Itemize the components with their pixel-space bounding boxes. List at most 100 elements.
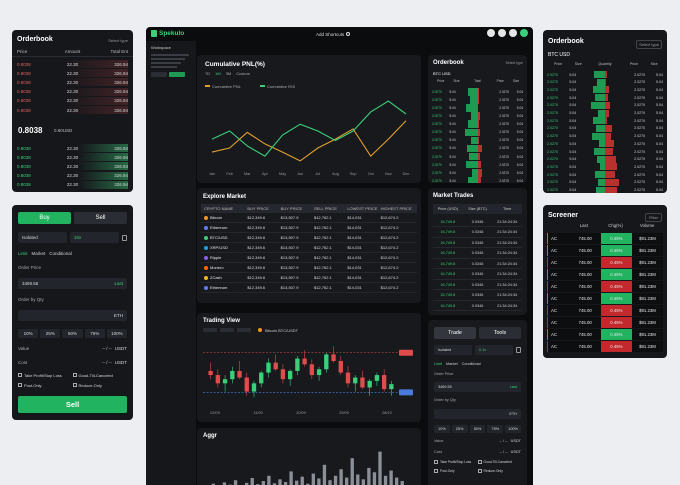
calculator-icon[interactable] <box>122 234 127 241</box>
option[interactable]: Take Profit/Stop Loss <box>18 373 73 378</box>
qty-input[interactable]: ETH <box>18 310 127 322</box>
leverage-select[interactable]: 10x <box>70 232 119 244</box>
checkbox[interactable] <box>434 468 438 473</box>
candle-body <box>316 369 322 376</box>
x-tick-label: Jun <box>297 172 303 176</box>
header-icon[interactable] <box>509 29 517 37</box>
market-row[interactable]: ZCash $12,349.6 $13,507.9 $12,762.1 $14,031 $… <box>201 273 417 283</box>
market-row[interactable]: Ripple $12,349.6 $13,507.9 $12,762.1 $14,031… <box>201 253 417 263</box>
checkbox[interactable] <box>18 383 22 388</box>
percent-button[interactable]: 100% <box>505 425 521 434</box>
checkbox[interactable] <box>18 373 22 378</box>
percent-button[interactable]: 50% <box>62 329 83 339</box>
ask-price: 2.0270 <box>634 118 646 123</box>
aggr-bar <box>289 471 293 485</box>
price-input[interactable]: 3469.55 Last <box>434 382 521 393</box>
submit-button[interactable]: Sell <box>18 395 127 413</box>
tab[interactable]: Buy <box>18 212 71 224</box>
tab[interactable]: Tools <box>479 327 521 339</box>
toolbar-dropdown[interactable] <box>220 328 234 332</box>
bid-size: 5.04 <box>569 126 577 131</box>
type-select: Select type <box>636 40 662 49</box>
column-title: Size <box>512 79 520 83</box>
order-type[interactable]: Market <box>446 361 458 366</box>
order-type[interactable]: Limit <box>18 251 28 257</box>
market-row[interactable]: Monero $12,349.6 $13,507.9 $12,762.1 $14,031… <box>201 263 417 273</box>
order-type[interactable]: Limit <box>434 361 443 366</box>
price-level-tag <box>399 349 413 356</box>
option[interactable]: Good-Till-Canceled <box>72 373 128 378</box>
ask-row: 0.8038 22.30 326.94 <box>17 106 128 114</box>
percent-button[interactable]: 50% <box>469 425 486 434</box>
bid-size: 5.04 <box>569 180 577 185</box>
column-title: Chg(%) <box>608 223 623 228</box>
margin-select[interactable]: Isolated <box>434 345 472 356</box>
cell: 326.94 <box>114 182 128 188</box>
candle-body <box>302 358 307 365</box>
orderbook-panel: Orderbook Select type BTC USD Price Size Quan… <box>543 30 667 193</box>
percent-button[interactable]: 100% <box>106 329 128 339</box>
margin-select[interactable]: Isolated <box>18 232 67 244</box>
bid-size: 5.04 <box>449 89 456 94</box>
percent-button[interactable]: 10% <box>434 425 450 434</box>
book-row: 2.0270 5.04 2.0270 5.04 <box>432 144 523 153</box>
depth-cell <box>587 101 623 109</box>
toolbar-dropdown[interactable] <box>203 328 217 332</box>
checkbox[interactable] <box>72 383 77 388</box>
price-input[interactable]: 3469.55 Last <box>18 277 127 289</box>
checkbox[interactable] <box>72 373 77 378</box>
range-tab[interactable]: 1M <box>215 71 221 76</box>
checkbox[interactable] <box>434 459 438 464</box>
percent-button[interactable]: 25% <box>451 425 468 434</box>
percent-button[interactable]: 75% <box>487 425 504 434</box>
calculator-icon[interactable] <box>516 347 521 354</box>
ask-row: 0.8038 22.30 326.94 <box>17 87 128 96</box>
option[interactable]: Post-Only <box>434 468 478 473</box>
option[interactable]: Good-Till-Canceled <box>477 459 522 464</box>
range-tab[interactable]: 3M <box>225 71 232 76</box>
order-type[interactable]: Conditional <box>461 361 481 366</box>
volume: $91.23M <box>639 308 656 313</box>
market-row[interactable]: BTC/USD $12,349.6 $13,507.9 $12,762.1 $14,03… <box>201 233 417 243</box>
option[interactable]: Take Profit/Stop Loss <box>434 459 478 464</box>
change: 0.45% <box>600 269 632 280</box>
header-icon[interactable] <box>520 29 528 37</box>
leverage-select[interactable]: 0.1x <box>475 345 513 356</box>
order-type[interactable]: Conditional <box>49 251 72 257</box>
market-row[interactable]: XRP/USD $12,349.6 $13,507.9 $12,762.1 $14,03… <box>201 243 417 253</box>
option[interactable]: Reduce-Only <box>72 383 128 388</box>
price-cell: $14,031 <box>347 285 362 290</box>
header-icon[interactable] <box>498 29 506 37</box>
price-cell: $12,349.6 <box>247 265 266 270</box>
trade-row: 16,749.8 0.0346 21:34:24:34 <box>433 259 522 269</box>
option[interactable]: Post-Only <box>18 383 73 388</box>
option[interactable]: Reduce-Only <box>477 468 522 473</box>
candle-body <box>374 375 380 381</box>
header-icon[interactable] <box>487 29 495 37</box>
last: 745.00 <box>578 308 592 313</box>
range-tab[interactable]: 7D <box>205 71 211 76</box>
range-tab[interactable]: Custom <box>236 71 251 76</box>
ask-size: 5.04 <box>516 130 523 135</box>
qty-input[interactable]: ETH <box>434 408 521 419</box>
toolbar-dropdown[interactable] <box>237 328 251 332</box>
sidebar-button[interactable] <box>169 72 185 77</box>
bid-size: 5.04 <box>569 164 577 169</box>
add-shortcuts[interactable]: Add Shortcuts <box>316 30 366 38</box>
market-row[interactable]: Ethereum $12,349.6 $13,507.9 $12,762.1 $14,0… <box>201 223 417 233</box>
price-cell: $13,507.9 <box>280 265 299 270</box>
order-type[interactable]: Market <box>31 251 46 257</box>
candle-body <box>345 372 351 384</box>
checkbox[interactable] <box>477 468 482 473</box>
tab[interactable]: Sell <box>74 212 127 224</box>
bid-size: 5.04 <box>569 103 577 108</box>
market-row[interactable]: Bitcoin $12,349.6 $13,507.9 $12,762.1 $14,03… <box>201 213 417 223</box>
checkbox[interactable] <box>477 459 482 464</box>
bid-size: 5.04 <box>449 162 456 167</box>
percent-button[interactable]: 25% <box>40 329 61 339</box>
percent-button[interactable]: 75% <box>84 329 105 339</box>
percent-button[interactable]: 10% <box>18 329 39 339</box>
market-row[interactable]: Ethereum $12,349.6 $13,507.9 $12,762.1 $14,0… <box>201 283 417 293</box>
tab[interactable]: Trade <box>434 327 476 339</box>
sidebar-button[interactable] <box>151 72 167 77</box>
